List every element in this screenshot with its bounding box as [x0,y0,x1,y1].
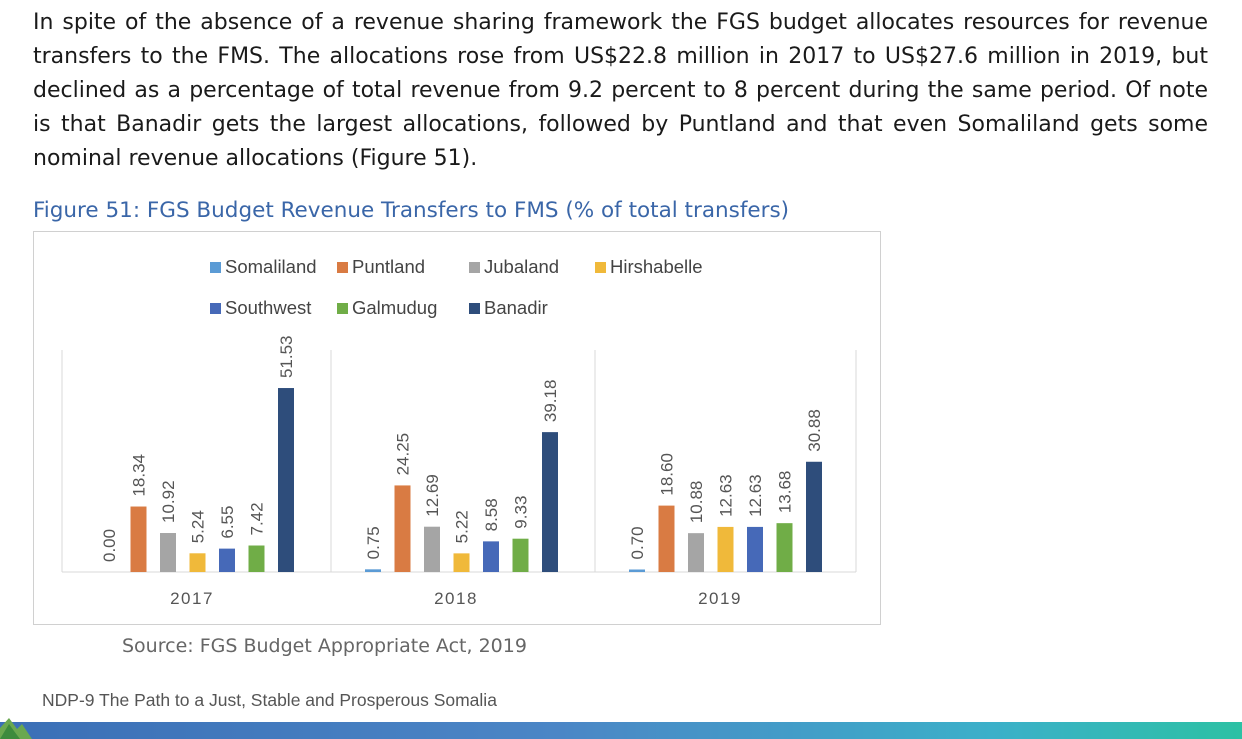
bar-jubaland-2018 [424,526,440,572]
legend-swatch-galmudug [337,303,348,314]
data-label-hirshabelle-2019: 12.63 [717,474,736,517]
data-label-hirshabelle-2017: 5.24 [189,510,208,543]
data-label-jubaland-2019: 10.88 [687,481,706,524]
legend-swatch-banadir [469,303,480,314]
data-label-puntland-2017: 18.34 [130,454,149,497]
data-label-jubaland-2017: 10.92 [159,480,178,523]
bar-puntland-2019 [658,505,675,572]
data-label-somaliland-2017: 0.00 [100,529,119,562]
bar-southwest-2019 [747,526,763,572]
bar-southwest-2017 [219,548,235,572]
bar-puntland-2017 [130,506,147,572]
x-tick-label-2019: 2019 [698,589,742,608]
data-label-galmudug-2018: 9.33 [512,496,531,529]
data-label-southwest-2017: 6.55 [218,506,237,539]
bar-somaliland-2018 [365,569,381,572]
legend-swatch-puntland [337,262,348,273]
chart-container: Somaliland Puntland Jubaland Hirshabelle Sou… [33,231,881,625]
legend-label-puntland: Puntland [352,256,425,277]
bar-banadir-2018 [542,432,558,572]
bar-somaliland-2019 [629,569,645,572]
legend-label-somaliland: Somaliland [225,256,317,277]
data-label-somaliland-2018: 0.75 [364,526,383,559]
bar-galmudug-2019 [776,523,793,572]
data-label-somaliland-2019: 0.70 [628,526,647,559]
legend-label-southwest: Southwest [225,297,311,318]
figure-caption: Figure 51: FGS Budget Revenue Transfers … [33,198,790,223]
legend-swatch-somaliland [210,262,221,273]
data-label-puntland-2019: 18.60 [658,453,677,496]
bar-southwest-2018 [483,541,499,572]
data-label-southwest-2019: 12.63 [746,474,765,517]
data-label-banadir-2019: 30.88 [805,409,824,452]
bar-galmudug-2017 [248,545,265,572]
data-label-puntland-2018: 24.25 [394,433,413,476]
legend-label-hirshabelle: Hirshabelle [610,256,703,277]
bar-jubaland-2019 [688,533,704,572]
footer-band [0,722,1242,739]
bar-banadir-2019 [806,461,822,572]
bar-banadir-2017 [278,388,294,572]
bar-hirshabelle-2018 [453,553,470,572]
data-label-banadir-2017: 51.53 [277,335,296,378]
bar-hirshabelle-2017 [189,553,206,572]
legend-label-banadir: Banadir [484,297,548,318]
footer-title: NDP-9 The Path to a Just, Stable and Pro… [42,690,497,710]
x-tick-label-2018: 2018 [434,589,478,608]
legend-swatch-hirshabelle [595,262,606,273]
mountain-logo-icon [0,718,32,739]
legend-label-jubaland: Jubaland [484,256,559,277]
legend-swatch-jubaland [469,262,480,273]
data-label-galmudug-2017: 7.42 [248,502,267,535]
bar-jubaland-2017 [160,533,176,572]
data-label-southwest-2018: 8.58 [482,498,501,531]
bar-hirshabelle-2019 [717,526,734,572]
legend-label-galmudug: Galmudug [352,297,437,318]
data-label-jubaland-2018: 12.69 [423,474,442,517]
bar-puntland-2018 [394,485,411,572]
bar-galmudug-2018 [512,538,529,572]
data-label-galmudug-2019: 13.68 [776,471,795,514]
data-label-hirshabelle-2018: 5.22 [453,510,472,543]
data-label-banadir-2018: 39.18 [541,380,560,423]
body-paragraph: In spite of the absence of a revenue sha… [33,10,1208,171]
legend-swatch-southwest [210,303,221,314]
x-tick-label-2017: 2017 [170,589,214,608]
bar-chart: Somaliland Puntland Jubaland Hirshabelle Sou… [61,256,857,608]
figure-source: Source: FGS Budget Appropriate Act, 2019 [122,635,527,657]
